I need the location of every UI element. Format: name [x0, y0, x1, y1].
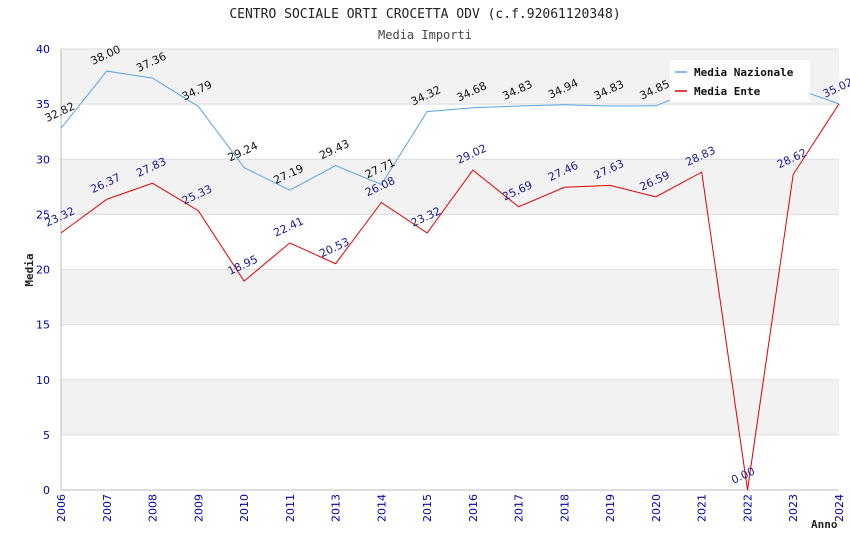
- chart-title: CENTRO SOCIALE ORTI CROCETTA ODV (c.f.92…: [229, 7, 620, 22]
- y-axis-label: Media: [23, 253, 36, 286]
- y-tick-label: 30: [36, 153, 50, 166]
- data-label: 0.00: [729, 465, 757, 487]
- y-tick-labels: 0 5 10 15 20 25 30 35 40: [36, 43, 50, 497]
- x-tick-label: 2011: [284, 494, 297, 522]
- x-tick-label: 2022: [741, 494, 754, 522]
- x-axis-label: Anno: [811, 518, 838, 531]
- grid-band: [61, 379, 839, 435]
- data-label: 22.41: [272, 215, 306, 240]
- y-tick-label: 0: [43, 484, 50, 497]
- series-line-1: [60, 103, 840, 491]
- data-label: 29.43: [317, 137, 351, 162]
- x-tick-label: 2016: [467, 494, 480, 522]
- legend-entry-media-nazionale: Media Nazionale: [694, 66, 794, 79]
- y-tick-label: 15: [36, 319, 50, 332]
- x-tick-label: 2017: [513, 494, 526, 522]
- x-tick-label: 2009: [192, 494, 205, 522]
- x-tick-label: 2010: [238, 494, 251, 522]
- y-tick-label: 25: [36, 208, 50, 221]
- x-tick-label: 2024: [833, 494, 846, 522]
- x-tick-label: 2007: [101, 494, 114, 522]
- x-tick-label: 2013: [330, 494, 343, 522]
- legend: Media Nazionale Media Ente: [670, 60, 810, 102]
- y-tick-label: 20: [36, 264, 50, 277]
- y-tick-label: 5: [43, 429, 50, 442]
- x-tick-label: 2023: [787, 494, 800, 522]
- data-label: 20.53: [317, 235, 351, 260]
- grid-band: [61, 269, 839, 325]
- x-tick-label: 2021: [696, 494, 709, 522]
- gridlines: [61, 48, 839, 436]
- legend-entry-media-ente: Media Ente: [694, 85, 761, 98]
- y-tick-label: 35: [36, 98, 50, 111]
- x-tick-label: 2008: [147, 494, 160, 522]
- x-tick-label: 2019: [604, 494, 617, 522]
- x-tick-label: 2014: [375, 494, 388, 522]
- chart-subtitle: Media Importi: [378, 28, 472, 42]
- grid-band: [61, 159, 839, 215]
- x-tick-labels: 2006 2007 2008 2009 2010 2011 2013 2014 2015 2016…: [55, 494, 846, 522]
- x-tick-label: 2015: [421, 494, 434, 522]
- x-tick-label: 2018: [558, 494, 571, 522]
- x-tick-label: 2020: [650, 494, 663, 522]
- y-tick-label: 40: [36, 43, 50, 56]
- x-tick-label: 2006: [55, 494, 68, 522]
- grid-bands: [61, 49, 839, 435]
- y-tick-label: 10: [36, 374, 50, 387]
